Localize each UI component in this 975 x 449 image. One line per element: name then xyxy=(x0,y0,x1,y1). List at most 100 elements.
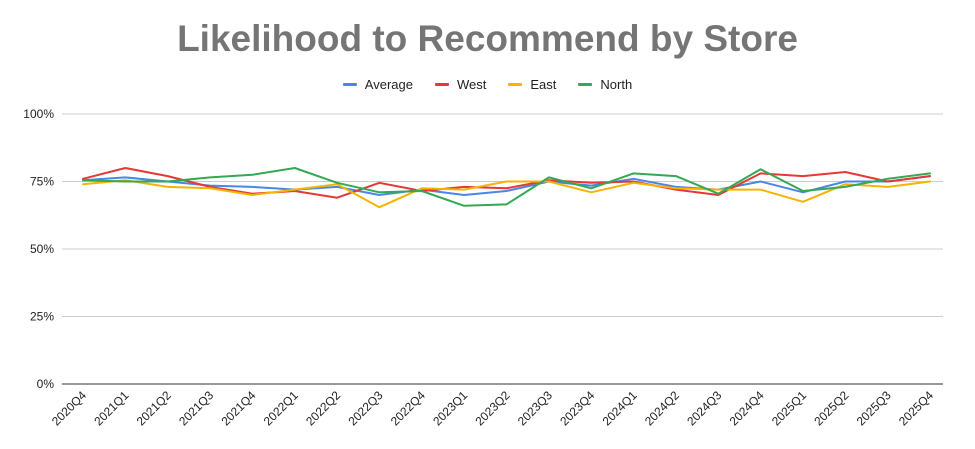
x-tick-label: 2025Q4 xyxy=(896,388,936,428)
data-point-average xyxy=(759,180,762,183)
legend-label: East xyxy=(530,77,557,92)
data-point-east xyxy=(801,200,804,203)
data-point-west xyxy=(759,172,762,175)
chart-title: Likelihood to Recommend by Store xyxy=(177,18,798,59)
data-point-north xyxy=(336,181,339,184)
data-point-west xyxy=(336,196,339,199)
data-point-north xyxy=(632,172,635,175)
data-point-east xyxy=(632,181,635,184)
legend-label: Average xyxy=(364,77,413,92)
x-tick-label: 2020Q4 xyxy=(49,388,89,428)
data-point-west xyxy=(929,175,932,178)
legend-label: North xyxy=(600,77,633,92)
data-point-west xyxy=(166,175,169,178)
data-point-east xyxy=(166,185,169,188)
series-line-north xyxy=(82,167,931,207)
data-point-average xyxy=(505,189,508,192)
data-point-north xyxy=(209,176,212,179)
data-point-average xyxy=(251,185,254,188)
legend: Average West East North xyxy=(0,77,975,92)
y-tick-label: 75% xyxy=(30,175,54,189)
x-tick-label: 2021Q3 xyxy=(176,388,216,428)
legend-label: West xyxy=(456,77,487,92)
x-tick-label: 2022Q3 xyxy=(345,388,385,428)
data-point-east xyxy=(547,180,550,183)
data-point-west xyxy=(844,171,847,174)
data-point-east xyxy=(929,180,932,183)
legend-swatch xyxy=(342,83,357,86)
data-point-east xyxy=(463,188,466,191)
data-point-east xyxy=(293,188,296,191)
x-tick-label: 2024Q1 xyxy=(600,388,640,428)
legend-item-west[interactable]: West xyxy=(434,77,487,92)
x-tick-label: 2022Q4 xyxy=(388,388,428,428)
data-point-east xyxy=(82,183,85,186)
x-tick-label: 2024Q3 xyxy=(684,388,724,428)
series-line-average xyxy=(82,175,931,196)
data-point-west xyxy=(886,180,889,183)
data-point-north xyxy=(251,173,254,176)
data-point-east xyxy=(378,206,381,209)
legend-item-average[interactable]: Average xyxy=(342,77,413,92)
y-tick-label: 25% xyxy=(30,310,54,324)
data-point-east xyxy=(209,187,212,190)
legend-swatch xyxy=(578,83,593,86)
y-tick-label: 100% xyxy=(23,107,54,121)
data-point-west xyxy=(378,181,381,184)
data-point-west xyxy=(590,181,593,184)
x-tick-label: 2025Q1 xyxy=(769,388,809,428)
data-point-north xyxy=(463,204,466,207)
y-tick-label: 0% xyxy=(37,377,55,391)
data-point-east xyxy=(717,188,720,191)
data-point-north xyxy=(759,168,762,171)
data-point-average xyxy=(463,194,466,197)
data-point-east xyxy=(420,187,423,190)
data-point-average xyxy=(844,180,847,183)
data-point-west xyxy=(505,187,508,190)
data-point-average xyxy=(590,184,593,187)
data-point-east xyxy=(590,191,593,194)
data-point-north xyxy=(378,191,381,194)
data-point-average xyxy=(124,176,127,179)
x-tick-label: 2024Q2 xyxy=(642,388,682,428)
legend-item-north[interactable]: North xyxy=(578,77,632,92)
data-point-east xyxy=(505,180,508,183)
series-line-west xyxy=(82,167,931,199)
legend-swatch xyxy=(434,83,449,86)
data-point-east xyxy=(674,187,677,190)
data-point-north xyxy=(929,172,932,175)
legend-item-east[interactable]: East xyxy=(508,77,556,92)
x-tick-label: 2021Q4 xyxy=(218,388,258,428)
data-point-north xyxy=(166,180,169,183)
x-tick-label: 2025Q3 xyxy=(854,388,894,428)
data-point-north xyxy=(886,177,889,180)
data-point-north xyxy=(590,187,593,190)
data-point-average xyxy=(632,177,635,180)
data-point-north xyxy=(547,176,550,179)
data-point-north xyxy=(801,189,804,192)
data-point-east xyxy=(844,183,847,186)
x-tick-label: 2022Q1 xyxy=(261,388,301,428)
data-point-east xyxy=(251,194,254,197)
data-point-west xyxy=(463,185,466,188)
x-tick-label: 2021Q1 xyxy=(91,388,131,428)
x-tick-label: 2024Q4 xyxy=(727,388,767,428)
data-point-north xyxy=(293,167,296,170)
x-tick-label: 2023Q3 xyxy=(515,388,555,428)
x-tick-label: 2021Q2 xyxy=(134,388,174,428)
x-tick-label: 2023Q4 xyxy=(557,388,597,428)
data-point-north xyxy=(505,203,508,206)
data-point-north xyxy=(717,192,720,195)
data-point-north xyxy=(124,180,127,183)
series-line-east xyxy=(82,179,931,209)
data-point-east xyxy=(886,185,889,188)
legend-swatch xyxy=(508,83,523,86)
data-point-north xyxy=(82,179,85,182)
x-tick-label: 2022Q2 xyxy=(303,388,343,428)
data-point-west xyxy=(124,167,127,170)
data-point-east xyxy=(759,188,762,191)
data-point-average xyxy=(378,194,381,197)
data-point-north xyxy=(844,185,847,188)
